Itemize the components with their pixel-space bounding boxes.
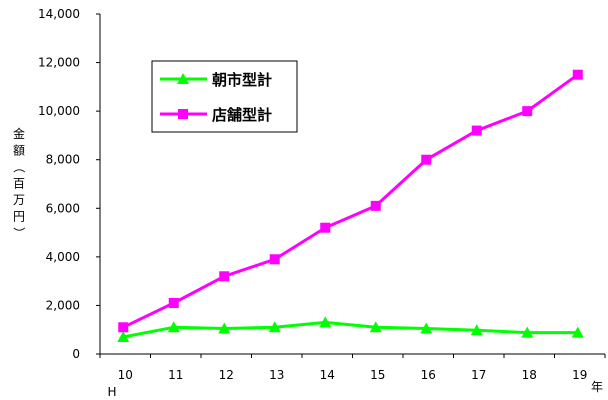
data-point — [369, 321, 382, 333]
legend-label: 店舗型計 — [212, 106, 272, 124]
x-tick-label: 11 — [168, 368, 183, 382]
plot-area — [117, 69, 584, 342]
y-axis-label-char: 金 — [13, 126, 25, 141]
legend-item: 朝市型計 — [160, 71, 272, 89]
x-tick-label: 16 — [421, 368, 436, 382]
y-tick-label: 14,000 — [38, 7, 80, 21]
data-point — [118, 322, 129, 333]
data-point — [572, 69, 583, 80]
data-point — [168, 298, 179, 308]
y-axis: 0 2,000 4,000 6,000 8,000 10,000 12,000 14,000 — [38, 7, 101, 361]
y-axis-label: 金額 （ 百万円 ） — [12, 126, 26, 239]
y-tick-label: 12,000 — [38, 56, 80, 70]
y-tick-label: 0 — [72, 347, 80, 361]
y-axis-label-char: 円 — [13, 210, 25, 224]
y-axis-label-char: （ — [12, 161, 26, 173]
data-point — [470, 324, 483, 336]
series-2 — [118, 69, 583, 333]
data-point — [420, 322, 433, 334]
x-tick-label: 18 — [522, 368, 537, 382]
x-tick-label: 10 — [118, 368, 133, 382]
x-tick-label: 13 — [269, 368, 284, 382]
data-point — [269, 254, 280, 265]
x-tick-label: 14 — [320, 368, 335, 382]
x-tick-label: 17 — [471, 368, 486, 382]
x-sublabel: H — [107, 385, 116, 399]
legend-marker — [178, 109, 188, 119]
legend-item: 店舗型計 — [160, 106, 272, 124]
y-tick-label: 2,000 — [46, 298, 80, 312]
y-tick-label: 6,000 — [46, 201, 80, 215]
x-unit: 年 — [591, 380, 603, 394]
y-tick-label: 8,000 — [46, 153, 80, 167]
x-tick-label: 19 — [572, 368, 587, 382]
data-point — [319, 316, 332, 328]
x-axis: 10 11 12 13 14 15 16 17 18 19 H 年 — [99, 353, 606, 399]
data-point — [421, 154, 432, 165]
data-point — [268, 321, 281, 333]
data-point — [471, 125, 482, 136]
y-tick-label: 10,000 — [38, 104, 80, 118]
data-point — [521, 326, 534, 338]
y-axis-label-char: 額 — [13, 144, 25, 158]
series-1 — [117, 316, 584, 342]
legend-box — [151, 60, 298, 133]
data-point — [117, 331, 130, 342]
data-point — [320, 222, 331, 233]
legend-label: 朝市型計 — [212, 71, 272, 89]
y-axis-label-char: 百 — [13, 177, 25, 191]
legend-marker — [177, 73, 189, 84]
y-axis-label-char: 万 — [13, 193, 25, 207]
series-line — [122, 320, 578, 339]
y-tick-label: 4,000 — [46, 250, 80, 264]
data-point — [219, 271, 230, 282]
data-point — [218, 322, 231, 334]
x-tick-label: 12 — [219, 368, 234, 382]
y-axis-label-char: ） — [12, 227, 26, 239]
data-point — [167, 321, 180, 333]
series-line — [122, 73, 579, 329]
data-point — [522, 106, 533, 117]
x-tick-label: 15 — [370, 368, 385, 382]
data-point — [571, 326, 584, 338]
data-point — [370, 200, 381, 211]
